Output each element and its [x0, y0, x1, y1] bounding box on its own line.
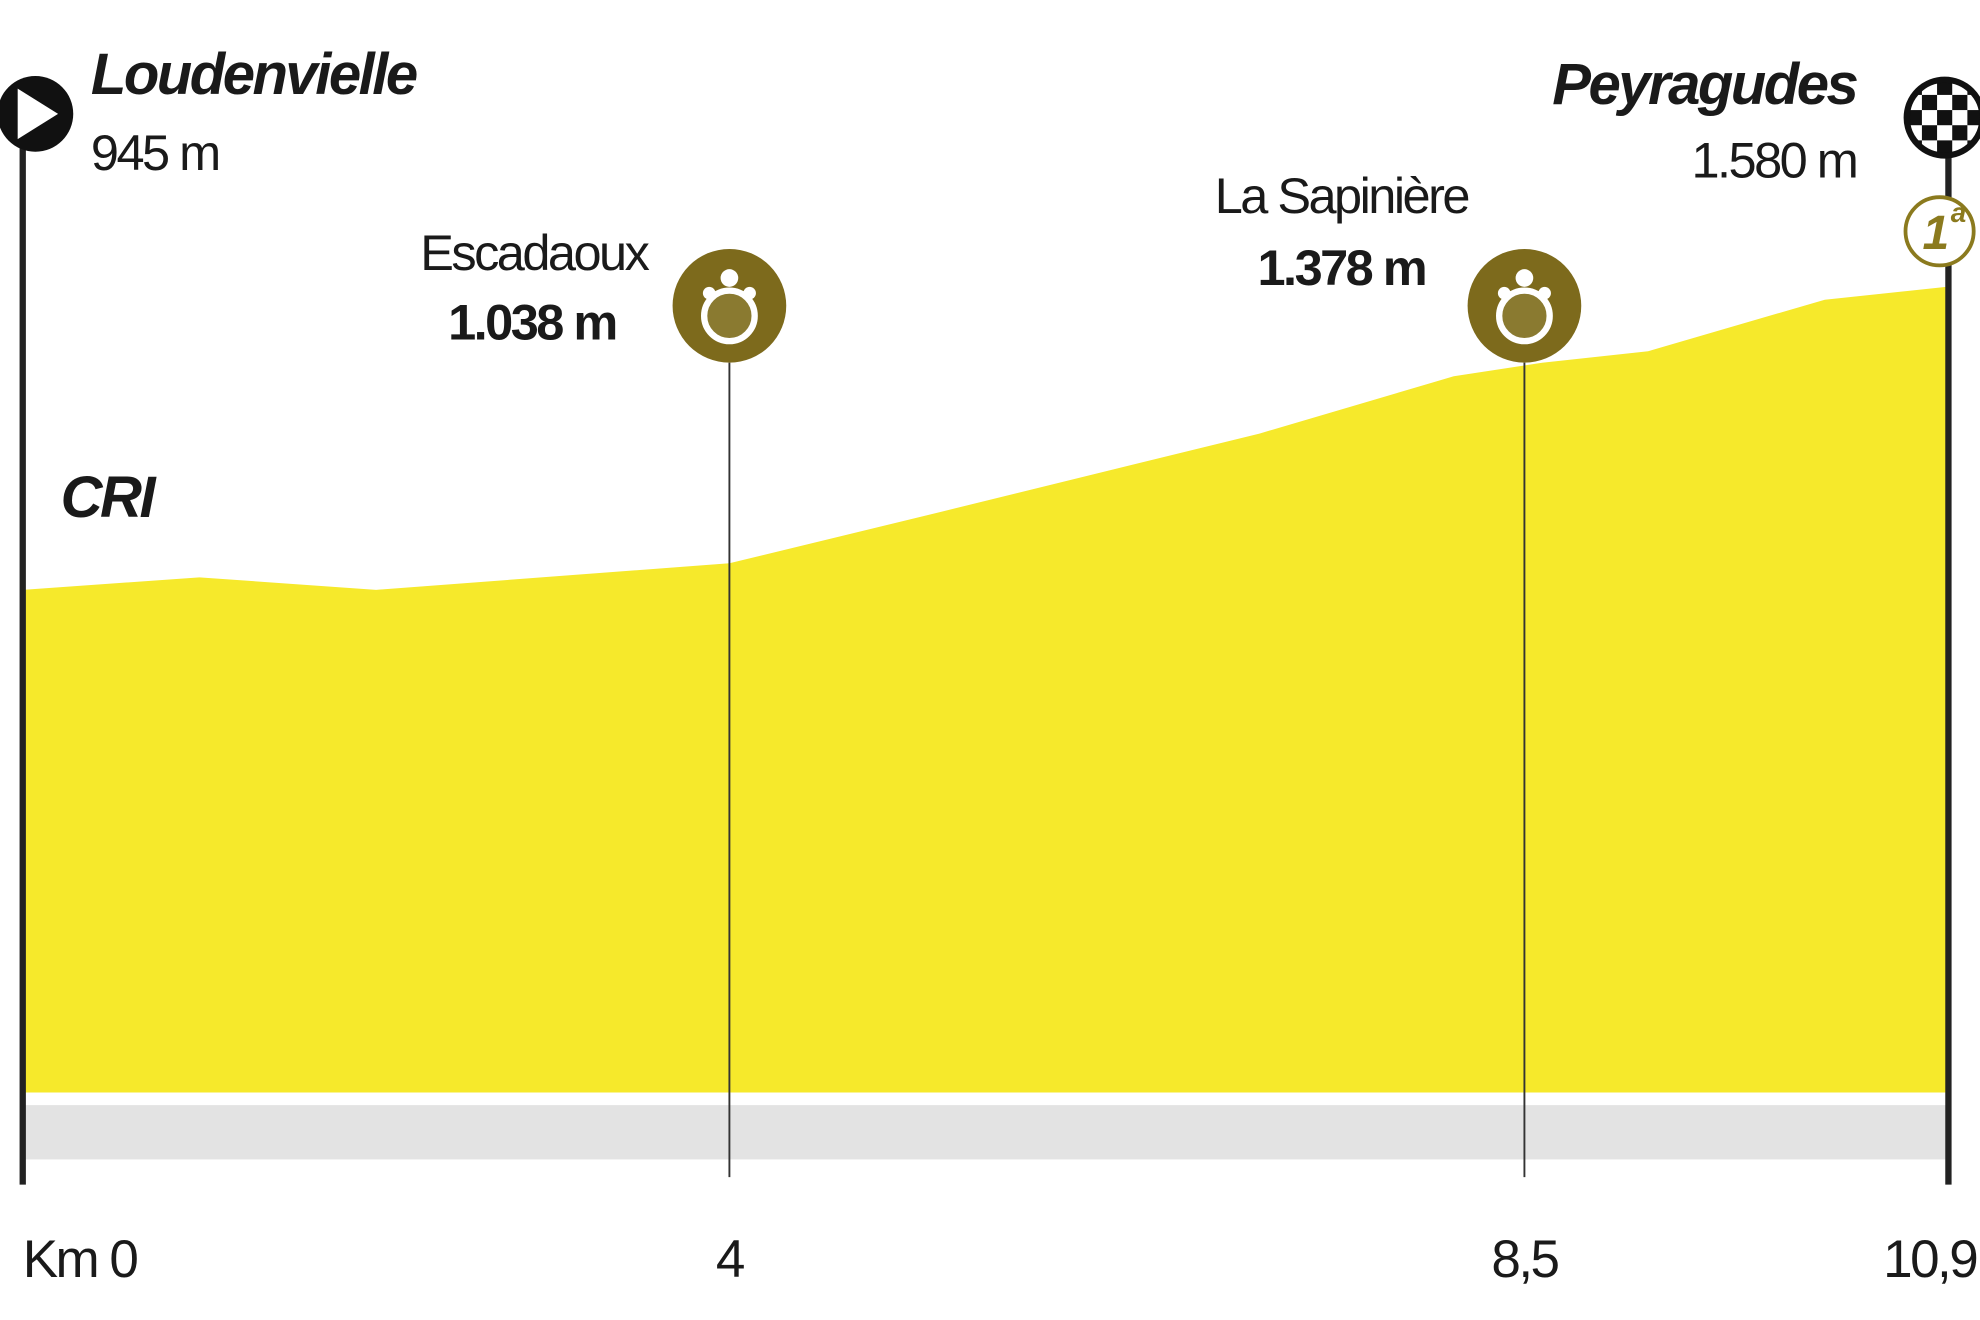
finish-altitude: 1.580 m — [1691, 132, 1856, 189]
marker-ring — [700, 287, 758, 345]
elevation-area — [22, 286, 1949, 1093]
climb-altitude: 1.038 m — [448, 293, 616, 350]
x-tick-label: 8,5 — [1491, 1230, 1558, 1289]
stage-type: CRI — [61, 465, 158, 530]
marker-knob — [1538, 286, 1551, 300]
climb-name: Escadaoux — [420, 224, 649, 281]
climb-marker — [672, 248, 787, 363]
x-tick-label: 10,9 — [1883, 1230, 1976, 1289]
marker-knob — [1515, 269, 1534, 287]
climb-marker — [1467, 248, 1582, 363]
marker-knob — [720, 269, 739, 287]
climb-altitude: 1.378 m — [1258, 239, 1426, 296]
x-tick-label: 4 — [716, 1230, 744, 1289]
start-name: Loudenvielle — [91, 42, 417, 107]
ground-band — [22, 1105, 1949, 1160]
marker-knob — [702, 286, 716, 300]
start-icon — [0, 75, 74, 152]
marker-ring — [1496, 287, 1553, 345]
marker-knob — [1497, 286, 1511, 300]
category-number: 1 — [1922, 207, 1947, 260]
finish-icon — [1903, 76, 1980, 159]
start-altitude: 945 m — [91, 124, 219, 181]
category-suffix: a — [1951, 197, 1966, 228]
category-badge — [1903, 195, 1976, 268]
finish-name: Peyragudes — [1552, 52, 1857, 117]
marker-knob — [743, 286, 756, 300]
x-tick-label: Km 0 — [23, 1230, 138, 1289]
climb-name: La Sapinière — [1215, 167, 1469, 224]
